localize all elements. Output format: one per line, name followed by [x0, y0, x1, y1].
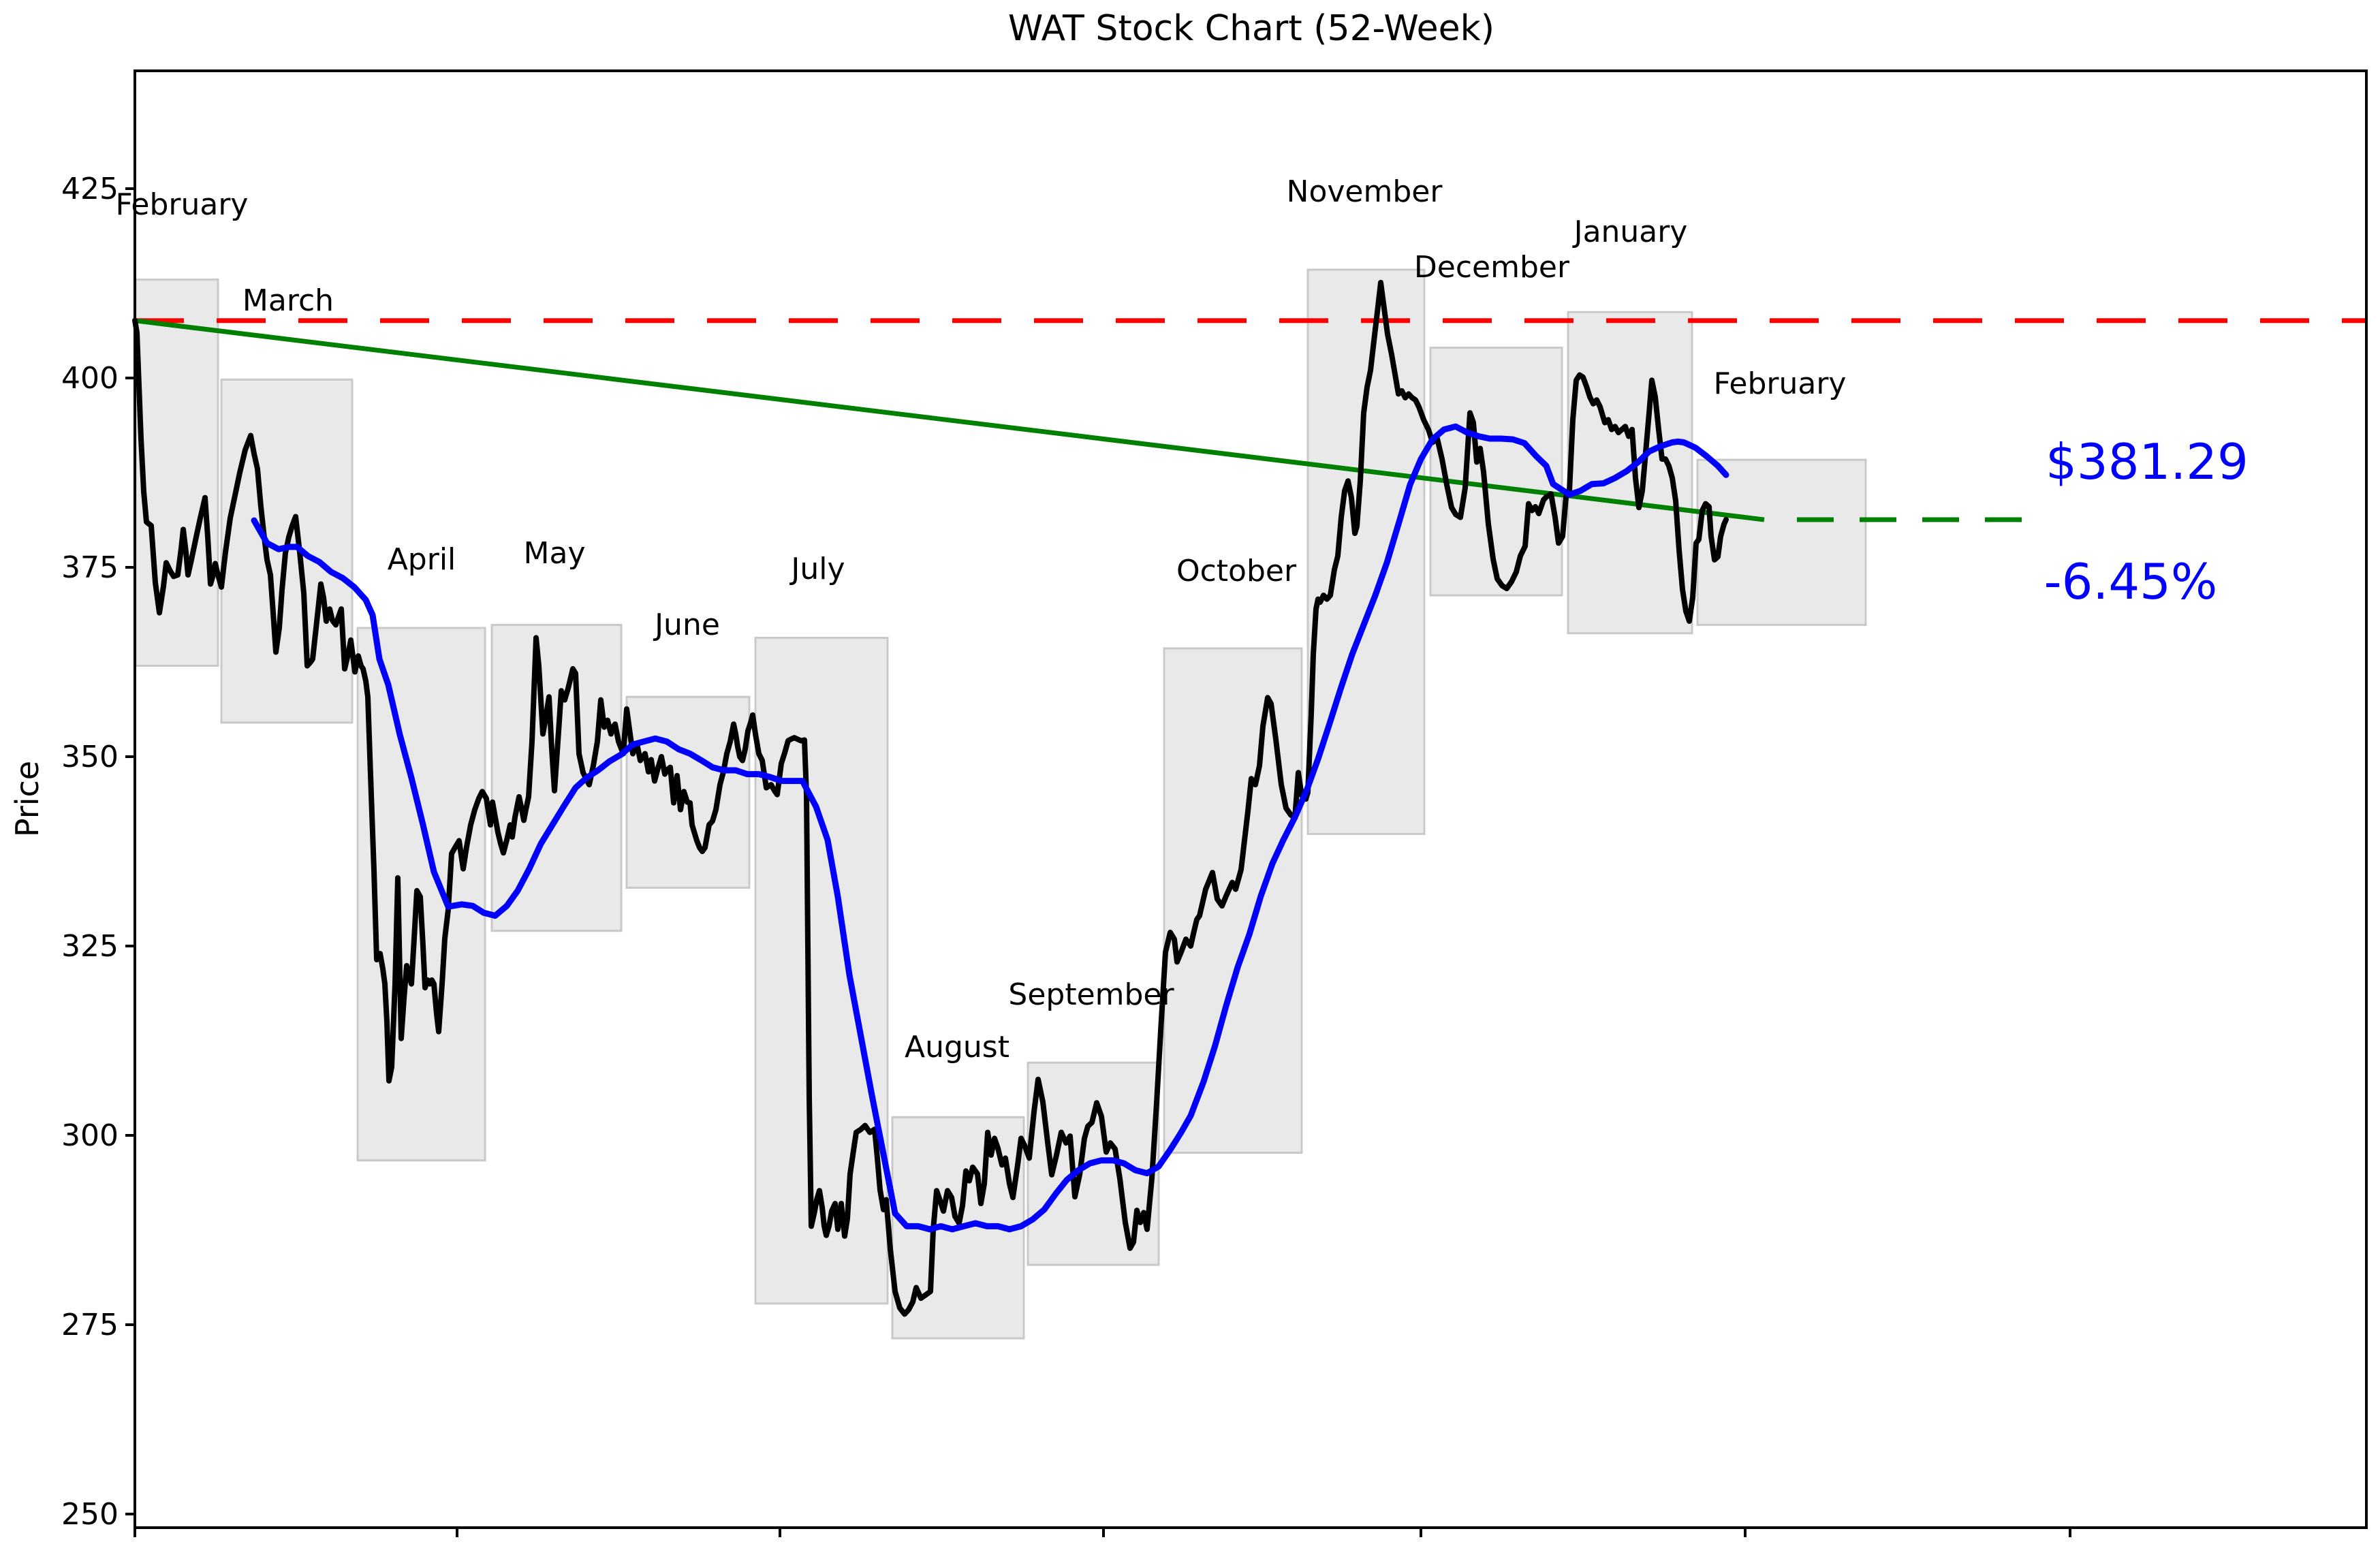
month-label-september: September — [1008, 977, 1174, 1012]
y-tick-label: 425 — [61, 172, 119, 206]
month-label-january: January — [1572, 215, 1688, 249]
month-box-june — [625, 695, 751, 889]
y-tick-label: 300 — [61, 1118, 119, 1153]
month-label-august: August — [905, 1030, 1009, 1065]
y-tick-label: 375 — [61, 550, 119, 585]
daily-close-line — [132, 279, 1729, 1317]
month-label-december: December — [1414, 250, 1570, 285]
month-box-february — [1696, 458, 1867, 627]
y-axis-label: Price — [9, 760, 46, 838]
trend-line — [134, 318, 1765, 522]
y-tick-label: 275 — [61, 1308, 119, 1342]
month-box-november — [1306, 268, 1426, 835]
month-label-july: July — [789, 552, 845, 586]
percent-change-annotation: -6.45% — [2044, 553, 2218, 610]
month-label-february: February — [116, 187, 249, 222]
month-label-november: November — [1287, 174, 1443, 209]
y-tick-label: 325 — [61, 929, 119, 964]
moving-average-line — [251, 423, 1729, 1233]
month-label-april: April — [388, 542, 456, 577]
month-box-february — [134, 278, 219, 667]
month-label-may: May — [524, 536, 586, 571]
plot-spines — [134, 69, 2368, 1529]
month-box-december — [1429, 347, 1563, 597]
y-tick-label: 400 — [61, 361, 119, 396]
chart-title: WAT Stock Chart (52-Week) — [1007, 8, 1495, 49]
month-label-june: June — [653, 608, 720, 642]
y-tick-label: 350 — [61, 740, 119, 774]
y-tick-label: 250 — [61, 1497, 119, 1532]
month-label-march: March — [242, 283, 334, 318]
month-label-february: February — [1714, 366, 1847, 401]
month-label-october: October — [1176, 554, 1297, 588]
month-box-october — [1163, 647, 1303, 1154]
last-price-annotation: $381.29 — [2046, 433, 2249, 490]
